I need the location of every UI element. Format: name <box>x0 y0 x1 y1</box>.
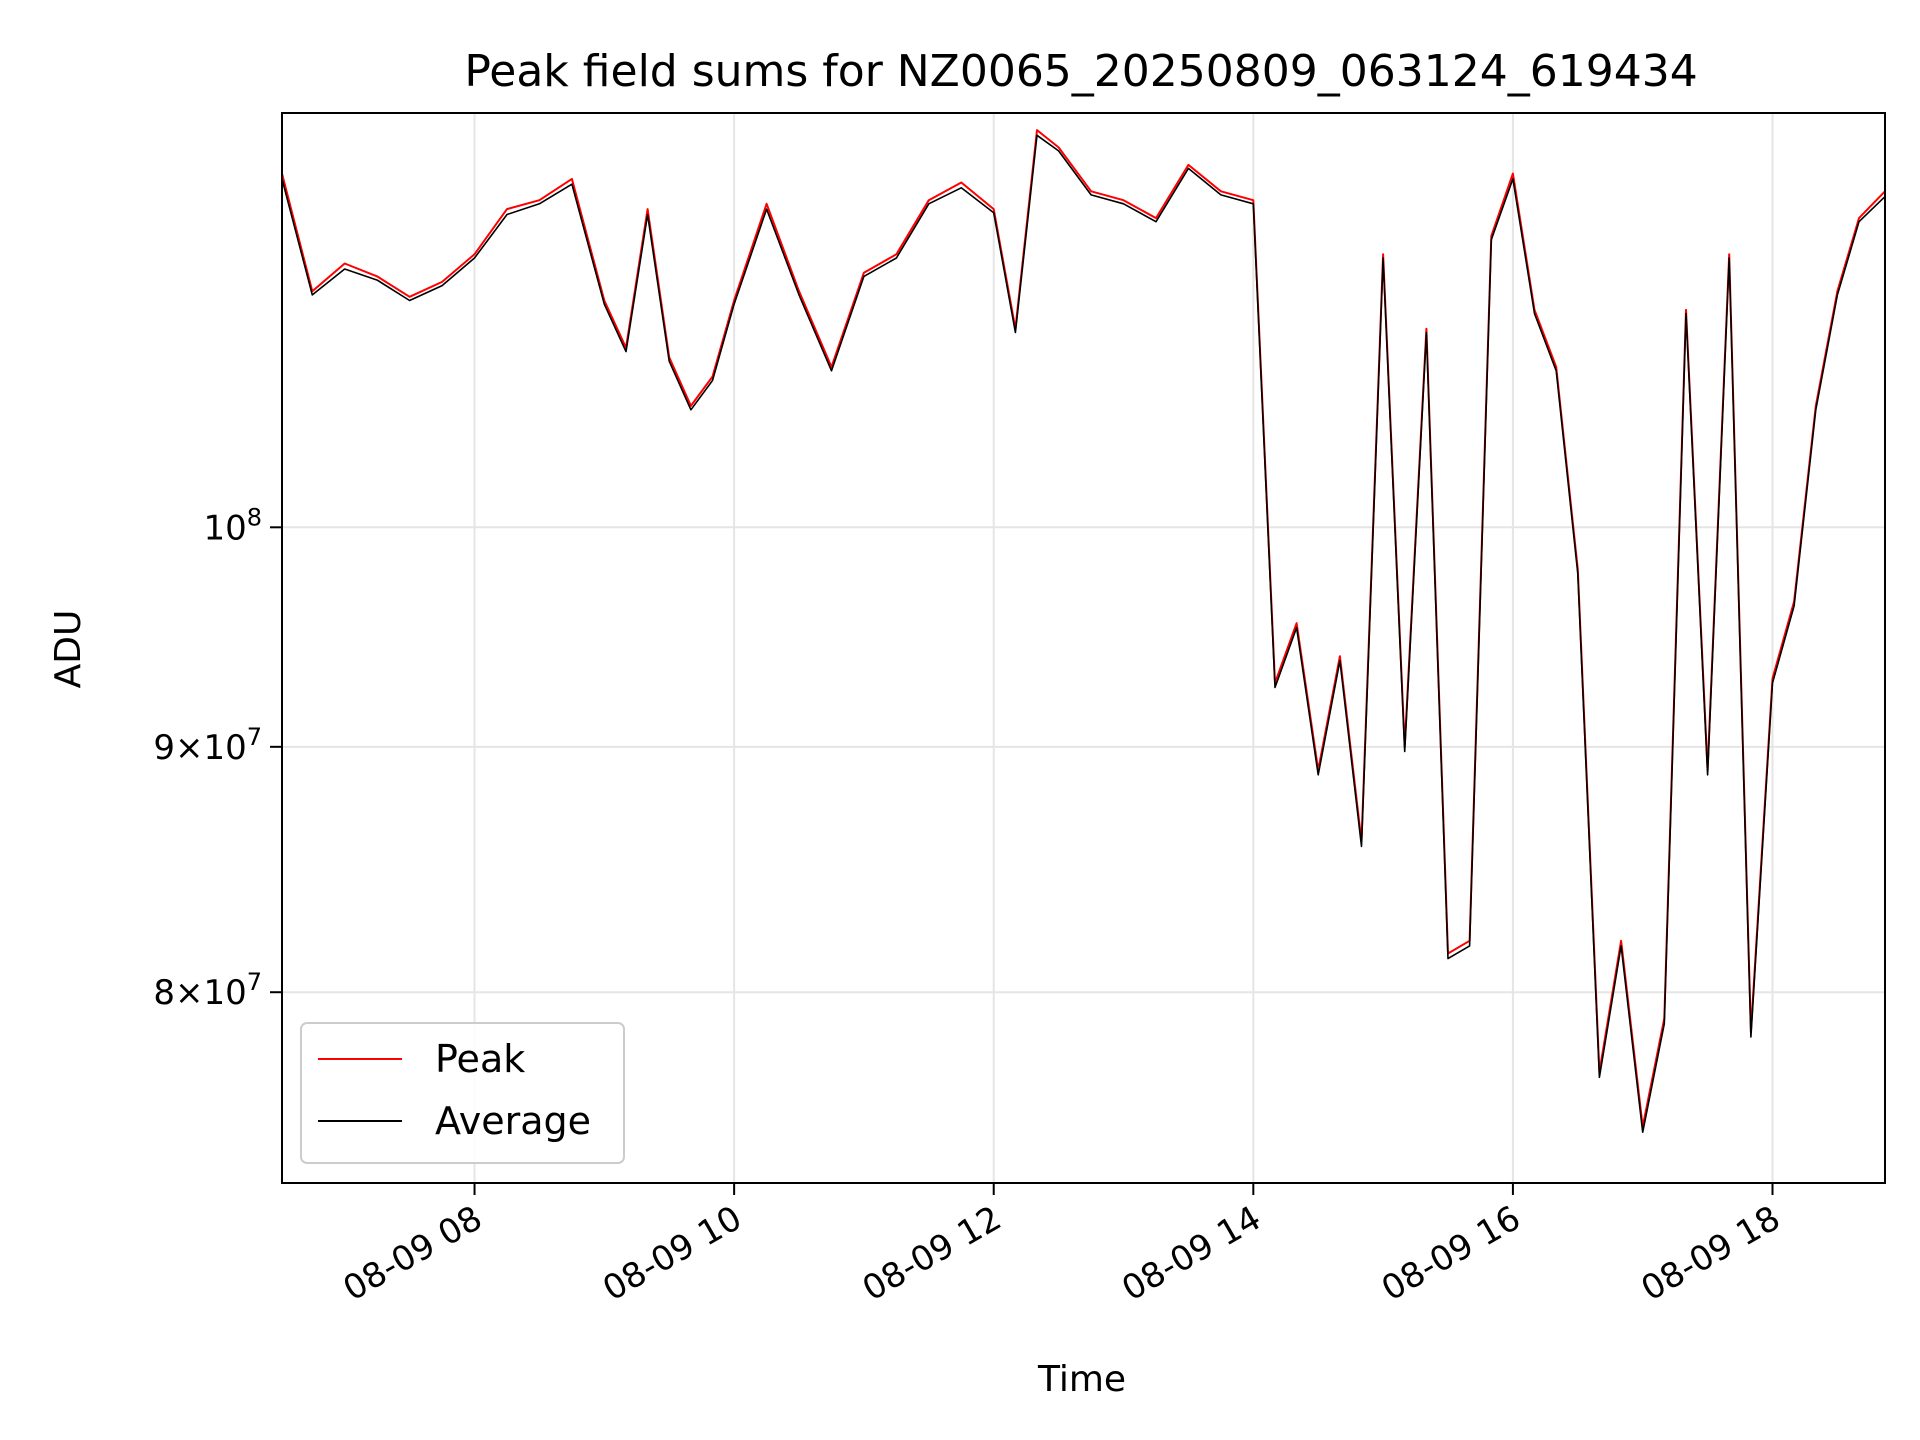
legend-label-average: Average <box>435 1099 591 1143</box>
legend: Peak Average <box>300 1022 625 1164</box>
legend-label-peak: Peak <box>435 1037 525 1081</box>
y-tick-label: 9×107 <box>153 723 262 768</box>
series-layer <box>281 129 1886 1133</box>
series-line-peak <box>281 129 1886 1128</box>
x-axis-label: Time <box>1037 1359 1126 1400</box>
y-tick-label: 8×107 <box>153 968 262 1013</box>
y-axis-label: ADU <box>48 610 89 689</box>
chart-title: Peak field sums for NZ0065_20250809_0631… <box>464 46 1697 97</box>
grid-lines <box>282 113 1885 1183</box>
series-line-average <box>281 134 1886 1133</box>
plot-area-frame <box>281 112 1886 1184</box>
